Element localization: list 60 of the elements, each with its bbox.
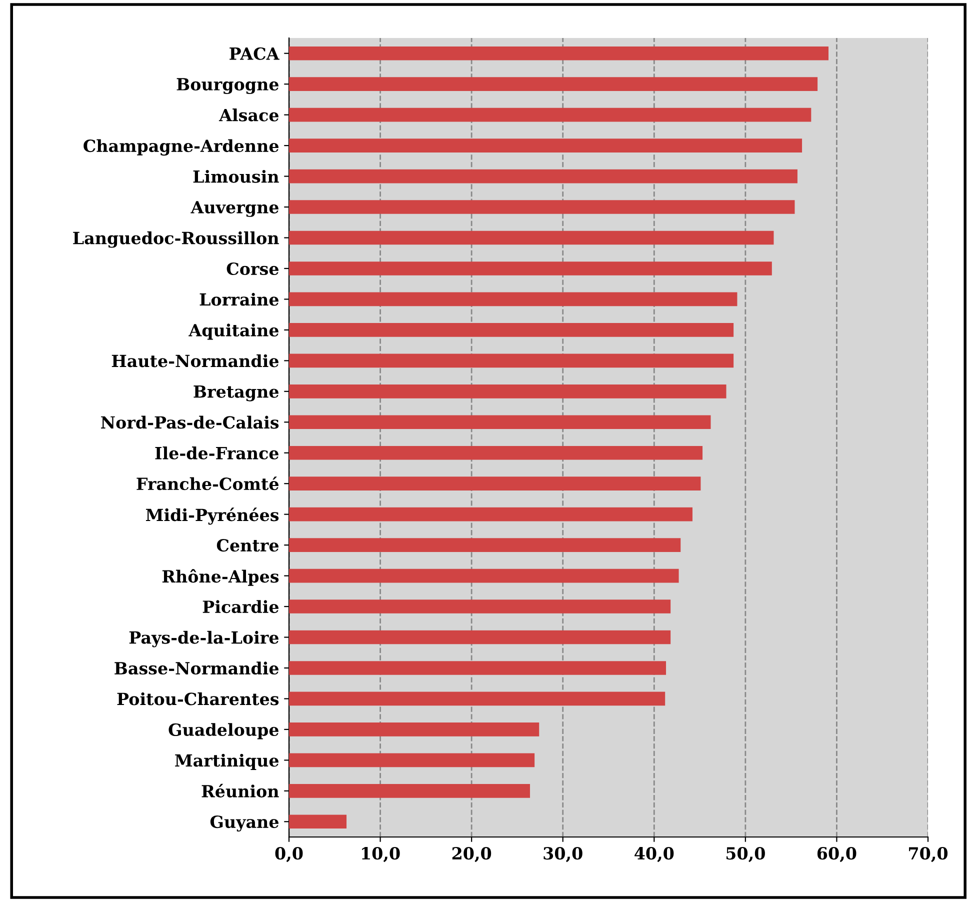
x-tick-label: 70,0 <box>909 847 948 862</box>
bar <box>289 292 738 306</box>
x-tick-label: 40,0 <box>634 847 674 862</box>
bar <box>289 630 671 644</box>
y-tick-label: Languedoc-Roussillon <box>73 231 279 248</box>
x-tick-label: 30,0 <box>544 847 582 862</box>
y-tick-label: Lorraine <box>200 292 279 306</box>
bar <box>289 722 540 736</box>
bar <box>289 230 774 245</box>
bar <box>289 384 726 398</box>
bar <box>289 77 818 92</box>
y-tick-label: Réunion <box>202 784 279 798</box>
y-tick-label: Guyane <box>210 815 279 832</box>
y-tick-label: Picardie <box>202 600 279 614</box>
x-tick-label: 10,0 <box>362 847 400 862</box>
bar <box>289 138 802 152</box>
bar <box>289 814 347 829</box>
y-tick-label: Franche-Comté <box>136 476 279 490</box>
x-tick-label: 60,0 <box>817 847 856 862</box>
x-tick-label: 20,0 <box>452 847 492 862</box>
x-tick-label: 0,0 <box>275 847 303 862</box>
bar <box>289 108 812 122</box>
bar <box>289 600 671 614</box>
y-tick-label: Pays-de-la-Loire <box>129 630 279 648</box>
bar <box>289 200 795 214</box>
bar <box>289 568 679 583</box>
y-tick-label: Haute-Normandie <box>112 354 279 368</box>
y-tick-label: Nord-Pas-de-Calais <box>101 416 279 429</box>
y-tick-label: Bretagne <box>194 385 279 402</box>
y-tick-label: Auvergne <box>190 201 279 217</box>
y-tick-label: Rhône-Alpes <box>162 569 279 586</box>
bar <box>289 446 703 460</box>
bar <box>289 46 828 60</box>
y-tick-label: Bourgogne <box>176 78 279 94</box>
y-tick-label: Alsace <box>218 108 279 122</box>
bar <box>289 323 734 337</box>
y-tick-label: Martinique <box>175 754 279 770</box>
bar <box>289 476 701 491</box>
bar <box>289 169 798 184</box>
y-tick-label: Centre <box>216 539 279 552</box>
bar <box>289 661 666 675</box>
y-tick-label: Ile-de-France <box>155 446 279 460</box>
bar <box>289 538 681 552</box>
y-tick-label: Corse <box>226 262 279 276</box>
bar <box>289 262 772 276</box>
y-tick-label: Poitou-Charentes <box>117 692 279 706</box>
y-tick-label: Limousin <box>193 170 279 183</box>
bar <box>289 507 692 522</box>
bar <box>289 415 711 430</box>
bar <box>289 354 734 368</box>
bar <box>289 692 666 706</box>
y-tick-label: Aquitaine <box>188 324 279 340</box>
y-tick-label: Midi-Pyrénées <box>146 508 279 525</box>
bar <box>289 753 535 768</box>
y-tick-label: Basse-Normandie <box>114 662 279 675</box>
bar <box>289 784 530 798</box>
y-tick-label: Guadeloupe <box>168 723 279 740</box>
y-tick-label: PACA <box>230 47 280 60</box>
x-tick-label: 50,0 <box>726 847 765 862</box>
y-tick-label: Champagne-Ardenne <box>84 139 279 156</box>
